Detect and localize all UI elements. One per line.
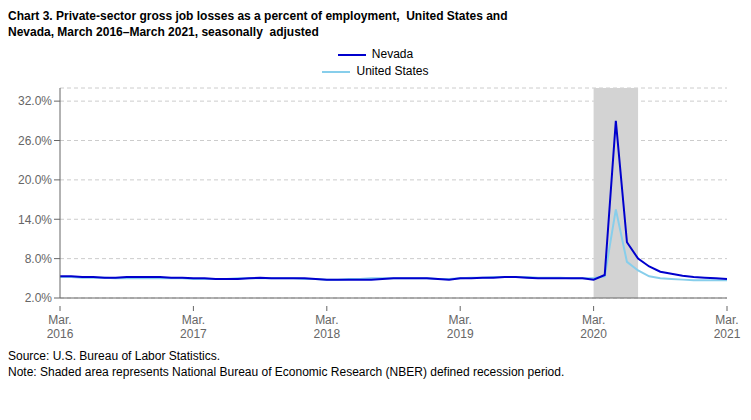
svg-text:Mar.2018: Mar.2018 bbox=[313, 313, 340, 341]
svg-text:Mar.2017: Mar.2017 bbox=[180, 313, 207, 341]
svg-text:Mar.2019: Mar.2019 bbox=[447, 313, 474, 341]
svg-text:8.0%: 8.0% bbox=[25, 252, 53, 266]
svg-text:Mar.2021: Mar.2021 bbox=[714, 313, 741, 341]
html-text:Source: U.S. Bureau of Labor S: Source: U.S. Bureau of Labor Statistics. bbox=[8, 349, 221, 363]
svg-text:26.0%: 26.0% bbox=[18, 134, 52, 148]
svg-text:Mar.2016: Mar.2016 bbox=[47, 313, 74, 341]
html-text:Nevada: Nevada bbox=[371, 47, 414, 61]
svg-text:2.0%: 2.0% bbox=[25, 291, 53, 305]
svg-text:32.0%: 32.0% bbox=[18, 94, 52, 108]
svg-text:Mar.2020: Mar.2020 bbox=[580, 313, 607, 341]
html-text:Nevada, March 2016–March 2021,: Nevada, March 2016–March 2021, seasonall… bbox=[8, 25, 319, 39]
svg-text:14.0%: 14.0% bbox=[18, 213, 52, 227]
html-text:United States: United States bbox=[356, 64, 429, 78]
svg-text:20.0%: 20.0% bbox=[18, 173, 52, 187]
html-text:Chart 3. Private-sector gross: Chart 3. Private-sector gross job losses… bbox=[8, 9, 508, 23]
html-text:Note: Shaded area represents N: Note: Shaded area represents National Bu… bbox=[8, 365, 565, 379]
